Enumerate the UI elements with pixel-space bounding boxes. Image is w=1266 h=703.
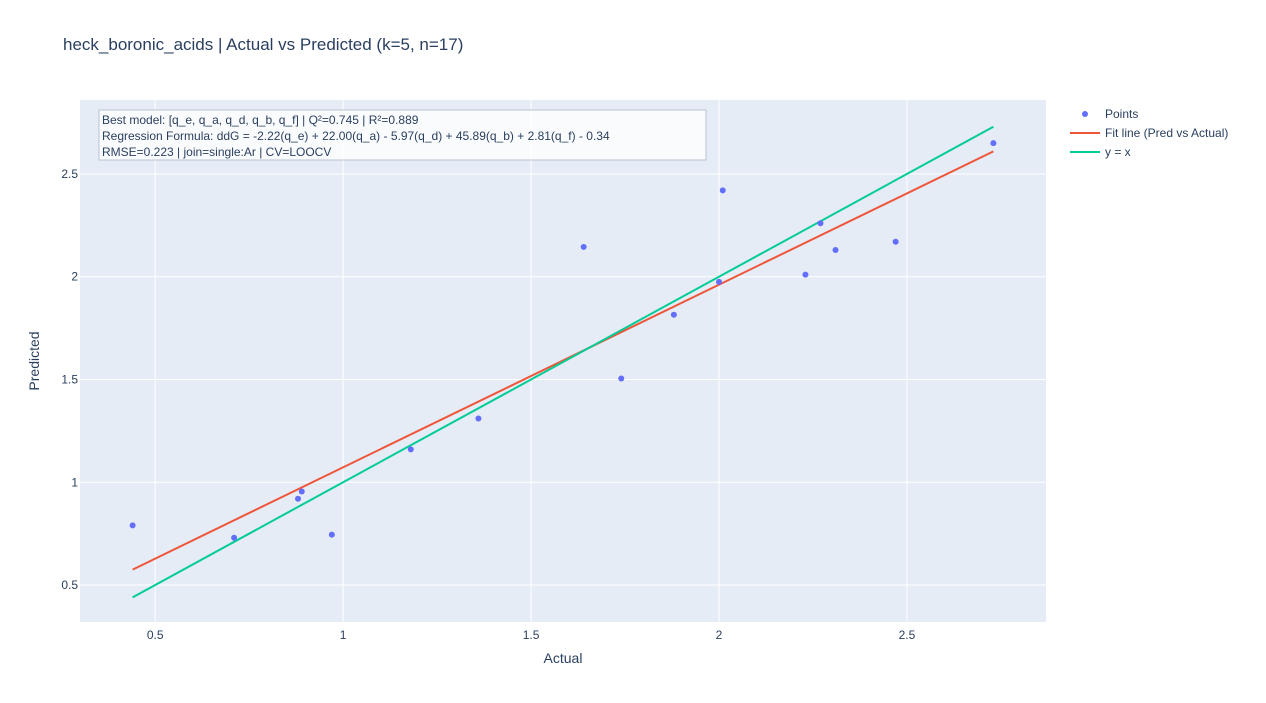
data-point[interactable] — [817, 220, 824, 227]
annotation-line-2: Regression Formula: ddG = -2.22(q_e) + 2… — [102, 129, 610, 143]
data-point[interactable] — [231, 534, 238, 541]
data-point[interactable] — [802, 271, 809, 278]
annotation-background — [98, 109, 707, 161]
annotation-line-3: RMSE=0.223 | join=single:Ar | CV=LOOCV — [102, 145, 331, 159]
legend-item[interactable]: Fit line (Pred vs Actual) — [1070, 126, 1228, 140]
data-point[interactable] — [295, 495, 302, 502]
data-point[interactable] — [618, 375, 625, 382]
legend[interactable]: Points Fit line (Pred vs Actual) y = x — [1070, 107, 1228, 159]
series-points — [129, 140, 997, 541]
grid — [80, 100, 1046, 622]
annotation-box: Best model: [q_e, q_a, q_d, q_b, q_f] | … — [98, 109, 707, 161]
y-axis-ticks: 0.5 1 1.5 2 2.5 — [61, 167, 78, 592]
legend-label: Fit line (Pred vs Actual) — [1105, 126, 1228, 140]
series-lines — [132, 125, 994, 599]
data-point[interactable] — [670, 311, 677, 318]
y-tick-label: 1 — [71, 475, 78, 489]
legend-label: Points — [1105, 107, 1138, 121]
data-point[interactable] — [475, 415, 482, 422]
data-point[interactable] — [715, 278, 722, 285]
y-tick-label: 2.5 — [61, 167, 78, 181]
data-point[interactable] — [298, 488, 305, 495]
data-point[interactable] — [580, 243, 587, 250]
legend-label: y = x — [1105, 145, 1131, 159]
y-tick-label: 0.5 — [61, 578, 78, 592]
legend-swatch-marker — [1082, 111, 1088, 117]
y-axis-title: Predicted — [26, 331, 42, 390]
data-point[interactable] — [719, 187, 726, 194]
annotation-line-1: Best model: [q_e, q_a, q_d, q_b, q_f] | … — [102, 113, 419, 127]
series-line-2 — [132, 125, 994, 599]
x-tick-label: 1.5 — [523, 628, 540, 642]
data-point[interactable] — [892, 238, 899, 245]
chart-title: heck_boronic_acids | Actual vs Predicted… — [63, 35, 463, 54]
legend-item[interactable]: y = x — [1070, 145, 1131, 159]
data-point[interactable] — [990, 140, 997, 147]
legend-item[interactable]: Points — [1082, 107, 1138, 121]
x-axis-ticks: 0.5 1 1.5 2 2.5 — [147, 628, 916, 642]
x-tick-label: 0.5 — [147, 628, 164, 642]
x-tick-label: 2.5 — [899, 628, 916, 642]
data-point[interactable] — [129, 522, 136, 529]
x-axis-title: Actual — [544, 650, 583, 666]
data-point[interactable] — [832, 247, 839, 254]
y-tick-label: 1.5 — [61, 372, 78, 386]
data-point[interactable] — [407, 446, 414, 453]
series-line-1 — [132, 150, 994, 571]
y-tick-label: 2 — [71, 270, 78, 284]
x-tick-label: 1 — [340, 628, 347, 642]
data-point[interactable] — [328, 531, 335, 538]
x-tick-label: 2 — [716, 628, 723, 642]
